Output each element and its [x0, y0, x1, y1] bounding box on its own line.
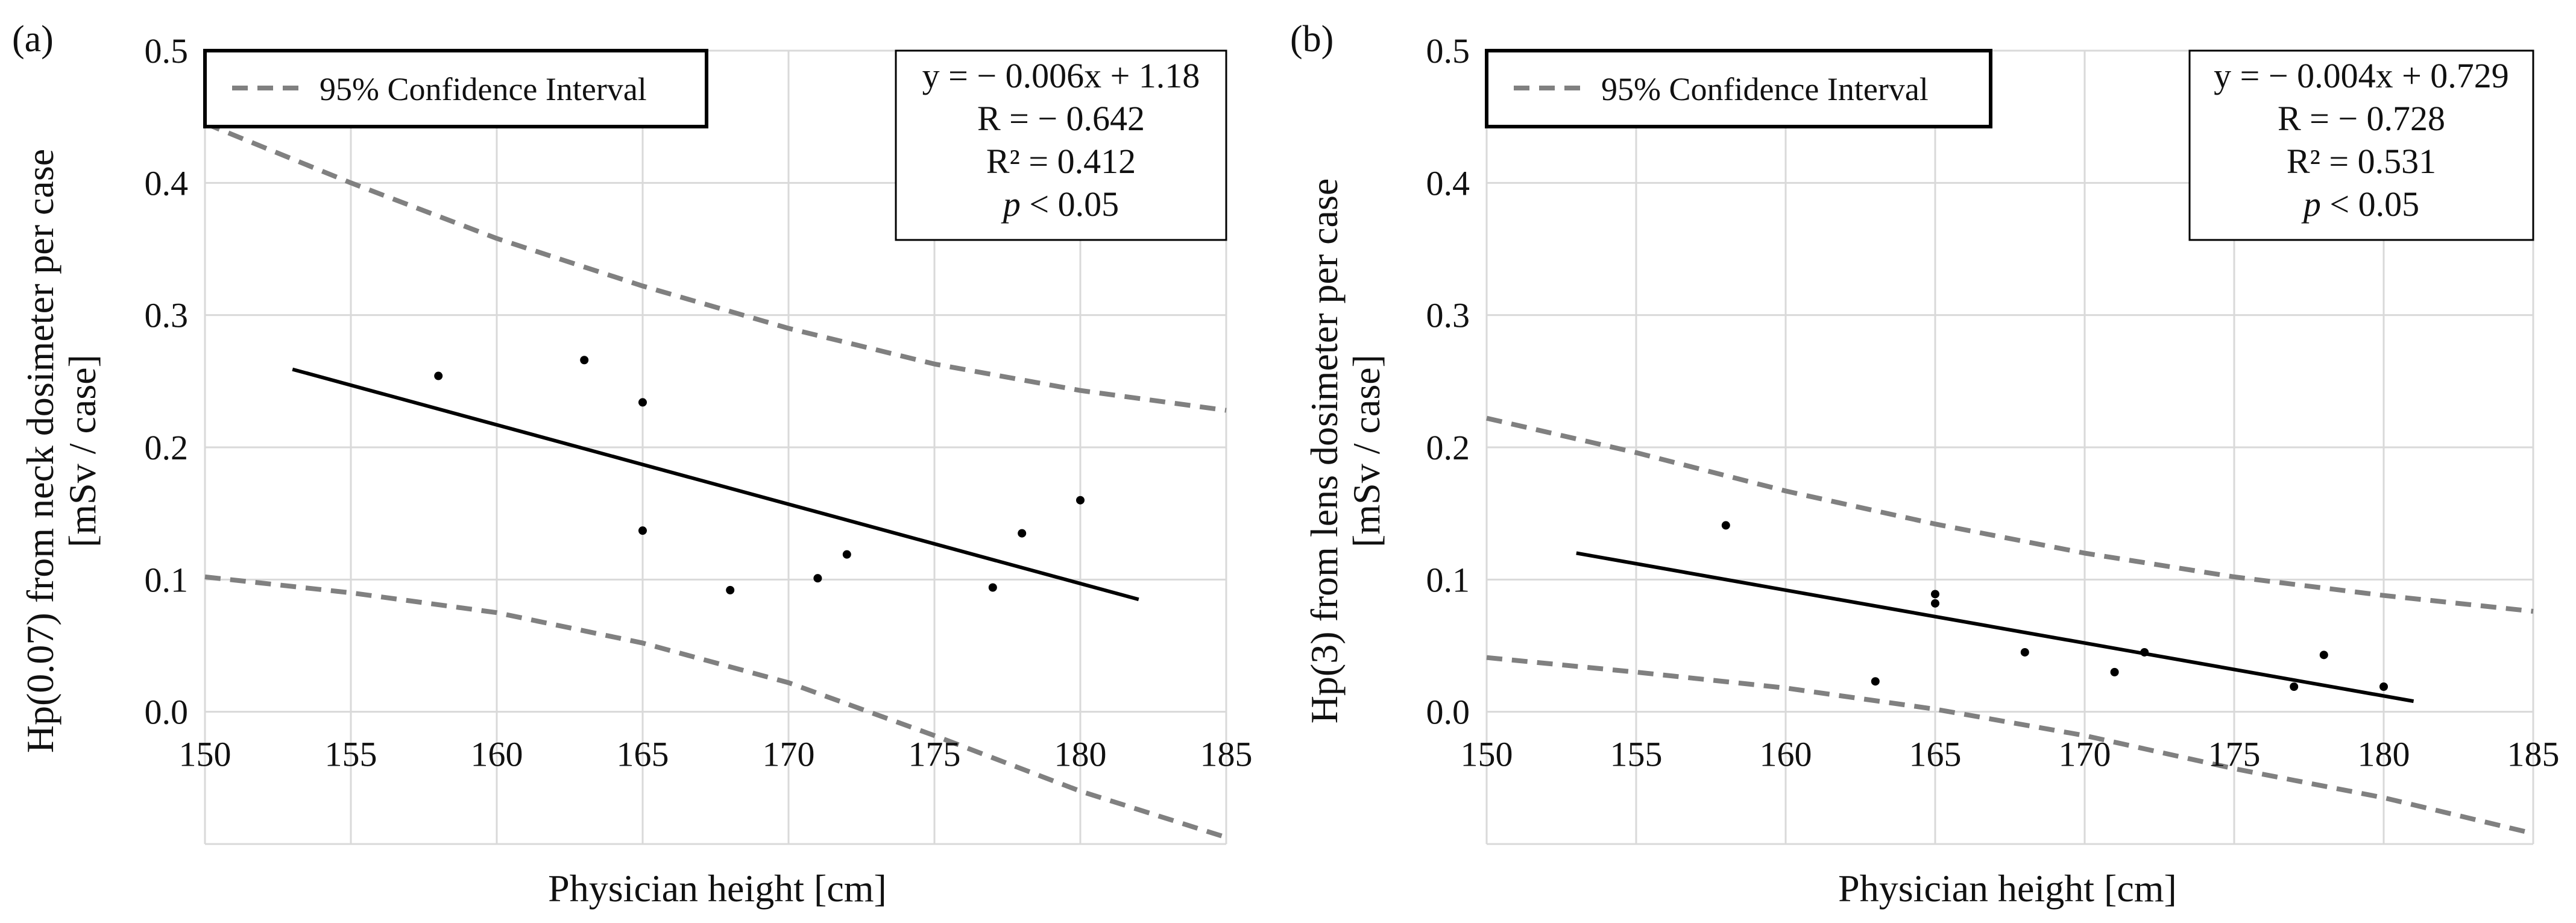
y-tick-labels: 0.0 0.1 0.2 0.3 0.4 0.5	[145, 31, 189, 732]
x-axis-label: Physician height [cm]	[548, 867, 887, 910]
y-tick-label-2: 0.2	[145, 428, 189, 467]
stats-p-symbol: p	[1001, 184, 1021, 224]
stats-p: p < 0.05	[1001, 184, 1119, 224]
y-tick-labels: 0.0 0.1 0.2 0.3 0.4 0.5	[1426, 31, 1470, 732]
data-point-8	[2319, 651, 2328, 660]
data-point-4	[2020, 647, 2029, 657]
data-point-2	[638, 398, 647, 407]
y-axis-label-line-1: Hp(0.07) from neck dosimeter per case	[19, 149, 61, 753]
fit-line	[292, 367, 1139, 602]
x-tick-label-2: 160	[1760, 735, 1812, 774]
data-point-6	[2140, 647, 2149, 657]
stats-r: R = − 0.642	[977, 99, 1145, 138]
stats-equation: y = − 0.004x + 0.729	[2214, 56, 2509, 95]
y-tick-label-5: 0.5	[145, 31, 189, 71]
legend-ci-label: 95% Confidence Interval	[1601, 71, 1929, 107]
data-point-4	[726, 585, 735, 594]
ci-upper-line	[1486, 415, 2534, 614]
stats-r2: R² = 0.412	[986, 142, 1136, 181]
x-tick-label-7: 185	[1200, 735, 1253, 774]
y-tick-label-2: 0.2	[1426, 428, 1470, 467]
x-tick-labels: 150 155 160 165 170 175 180 185	[179, 735, 1253, 774]
data-point-7	[2290, 682, 2299, 691]
y-tick-label-1: 0.1	[1426, 560, 1470, 599]
x-tick-label-6: 180	[1054, 735, 1107, 774]
y-axis-label-line-2: [mSv / case]	[61, 354, 104, 547]
stats-p-rest: < 0.05	[1021, 184, 1119, 224]
y-tick-label-0: 0.0	[145, 693, 189, 732]
stats-r2: R² = 0.531	[2287, 142, 2436, 181]
data-point-0	[1721, 521, 1730, 530]
y-axis-label: Hp(0.07) from neck dosimeter per case [m…	[19, 149, 104, 753]
y-tick-label-1: 0.1	[145, 560, 189, 599]
panel-label: (a)	[12, 19, 54, 60]
stats-box: y = − 0.004x + 0.729 R = − 0.728 R² = 0.…	[2188, 49, 2534, 241]
ci-upper-group	[204, 121, 1227, 413]
data-point-2	[1931, 590, 1939, 599]
y-tick-label-3: 0.3	[1426, 296, 1470, 335]
data-point-1	[580, 356, 589, 365]
fit-group	[292, 367, 1139, 602]
stats-p-rest: < 0.05	[2321, 184, 2419, 224]
data-point-5	[813, 574, 822, 583]
y-axis-label-line-2: [mSv / case]	[1345, 354, 1388, 547]
x-tick-label-4: 170	[2059, 735, 2111, 774]
legend: 95% Confidence Interval	[203, 49, 708, 128]
panel-label: (b)	[1290, 19, 1334, 60]
x-tick-label-1: 155	[325, 735, 377, 774]
legend-ci-label: 95% Confidence Interval	[320, 71, 647, 107]
data-point-0	[434, 371, 443, 380]
ci-upper-line	[204, 121, 1227, 413]
data-point-9	[1076, 496, 1085, 505]
y-axis-label-line-1: Hp(3) from lens dosimeter per case	[1303, 178, 1346, 724]
data-point-3	[1931, 599, 1939, 608]
chart-panel-b: (b) 0.0 0.1 0.2 0.3 0.4 0.5 150 155 160 165 170 17…	[1290, 19, 2560, 910]
data-point-3	[638, 526, 647, 535]
legend: 95% Confidence Interval	[1485, 49, 1992, 128]
data-point-8	[1018, 529, 1027, 538]
x-tick-label-1: 155	[1610, 735, 1663, 774]
ci-lower-group	[204, 574, 1227, 840]
points-group	[1721, 521, 2388, 691]
x-tick-label-0: 150	[179, 735, 231, 774]
stats-p: p < 0.05	[2301, 184, 2419, 224]
x-tick-label-4: 170	[763, 735, 815, 774]
x-tick-label-5: 175	[2208, 735, 2261, 774]
stats-p-symbol: p	[2301, 184, 2321, 224]
stats-box-frame	[2188, 49, 2534, 241]
stats-box-frame	[895, 49, 1227, 241]
y-tick-label-3: 0.3	[145, 296, 189, 335]
data-point-5	[2110, 667, 2119, 676]
y-tick-label-0: 0.0	[1426, 693, 1470, 732]
y-tick-label-4: 0.4	[1426, 163, 1470, 203]
fit-line	[1576, 551, 2414, 704]
y-axis-label: Hp(3) from lens dosimeter per case [mSv …	[1303, 178, 1388, 724]
data-point-6	[842, 550, 851, 559]
x-axis-label: Physician height [cm]	[1838, 867, 2177, 910]
x-tick-label-3: 165	[617, 735, 669, 774]
y-tick-label-4: 0.4	[145, 163, 189, 203]
x-tick-label-3: 165	[1909, 735, 1962, 774]
fit-group	[1576, 551, 2414, 704]
data-point-7	[988, 583, 997, 592]
x-tick-label-7: 185	[2507, 735, 2560, 774]
x-tick-label-5: 175	[909, 735, 961, 774]
stats-box: y = − 0.006x + 1.18 R = − 0.642 R² = 0.4…	[895, 49, 1227, 241]
ci-upper-group	[1486, 415, 2534, 614]
y-tick-label-5: 0.5	[1426, 31, 1470, 71]
chart-panel-a: (a) 0.0 0.1 0.2 0.3 0.4 0.5 150 155 160 165 170 17…	[12, 19, 1253, 910]
stats-equation: y = − 0.006x + 1.18	[922, 56, 1200, 95]
stats-r: R = − 0.728	[2278, 99, 2445, 138]
x-tick-labels: 150 155 160 165 170 175 180 185	[1461, 735, 2560, 774]
data-point-9	[2379, 682, 2388, 691]
x-tick-label-6: 180	[2358, 735, 2410, 774]
data-point-1	[1871, 677, 1880, 686]
ci-lower-line	[204, 574, 1227, 840]
x-tick-label-0: 150	[1461, 735, 1513, 774]
points-group	[434, 356, 1085, 594]
x-tick-label-2: 160	[471, 735, 523, 774]
